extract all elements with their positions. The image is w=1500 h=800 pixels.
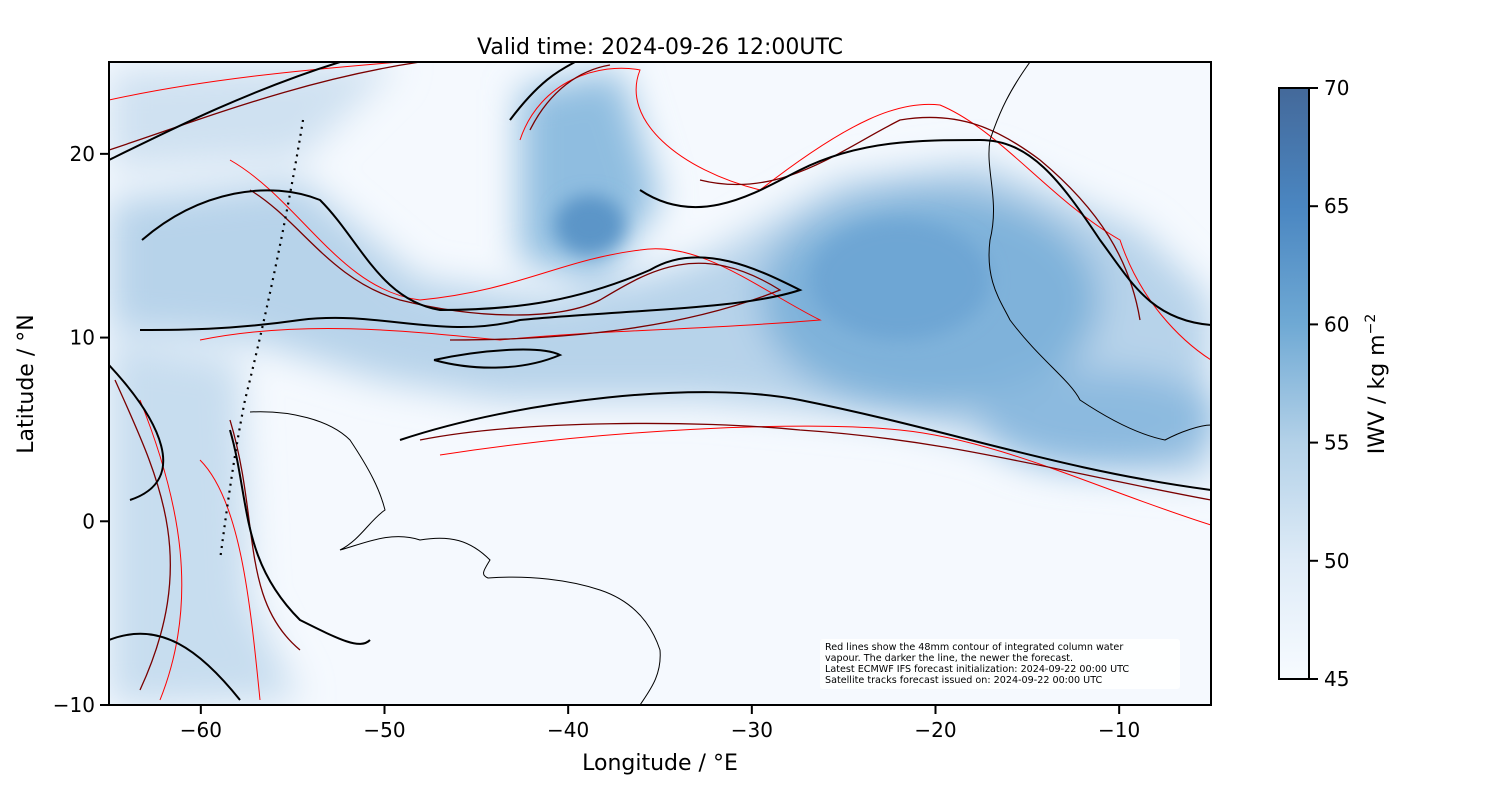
y-axis-label: Latitude / °N: [14, 314, 39, 453]
colorbar-tick-label: 70: [1324, 76, 1349, 100]
y-tick-label: 0: [82, 509, 95, 533]
x-tick-label: −60: [180, 718, 222, 742]
x-axis: −60 −50 −40 −30 −20 −10: [180, 705, 1140, 742]
y-tick-label: 10: [70, 326, 95, 350]
south-america-coastline: [249, 411, 661, 705]
colorbar-ticks: 45 50 55 60 65 70: [1309, 76, 1349, 691]
plot-frame: [108, 61, 1212, 706]
chart-title: Valid time: 2024-09-26 12:00UTC: [477, 35, 843, 60]
note-line: Red lines show the 48mm contour of integ…: [825, 642, 1124, 653]
colorbar-tick-label: 45: [1324, 667, 1349, 691]
x-tick-label: −50: [363, 718, 405, 742]
coastlines: [249, 62, 1211, 705]
x-tick-label: −10: [1098, 718, 1140, 742]
x-axis-label: Longitude / °E: [582, 751, 738, 776]
note-line: Satellite tracks forecast issued on: 202…: [825, 675, 1103, 686]
y-axis: −10 0 10 20: [53, 142, 109, 717]
africa-coastline: [988, 62, 1211, 441]
colorbar-tick-label: 60: [1324, 312, 1349, 336]
colorbar-tick-label: 65: [1324, 194, 1349, 218]
satellite-track: [218, 119, 305, 561]
y-tick-label: 20: [70, 142, 95, 166]
colorbar-tick-label: 50: [1324, 549, 1349, 573]
note-line: Latest ECMWF IFS forecast initialization…: [825, 664, 1130, 675]
contour-older: [109, 62, 1211, 691]
forecast-note: Red lines show the 48mm contour of integ…: [820, 639, 1180, 689]
x-tick-label: −30: [731, 718, 773, 742]
x-tick-label: −20: [914, 718, 956, 742]
contour-newest: [109, 62, 1211, 701]
contour-oldest: [109, 62, 1211, 701]
colorbar-label: IWV / kg m−2: [1363, 314, 1390, 454]
iwv-contours: [109, 62, 1211, 701]
colorbar-gradient: [1278, 87, 1310, 680]
plot-area: [109, 62, 1211, 705]
colorbar: 45 50 55 60 65 70 IWV / kg m−2: [1278, 76, 1390, 691]
note-line: vapour. The darker the line, the newer t…: [825, 653, 1074, 664]
colorbar-tick-label: 55: [1324, 431, 1349, 455]
x-tick-label: −40: [547, 718, 589, 742]
y-tick-label: −10: [53, 693, 95, 717]
